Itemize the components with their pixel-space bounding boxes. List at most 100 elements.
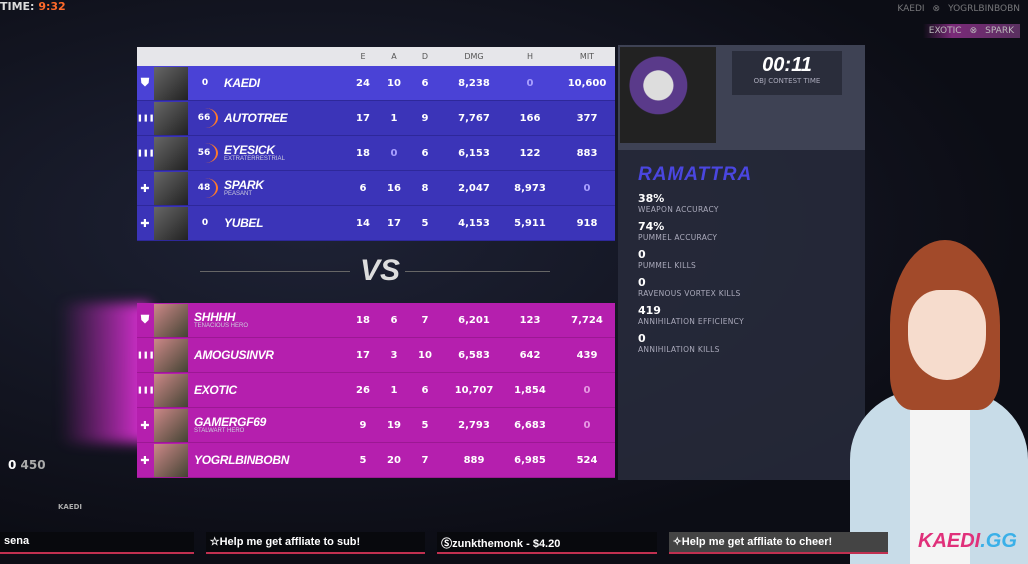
col-e: E	[360, 52, 366, 61]
tank-role-icon: ⛊	[140, 76, 150, 89]
player-name: SHHHH Tenacious Hero	[194, 310, 249, 329]
ticker-item: ☆Help me get affliate to sub!	[205, 532, 426, 554]
stat-a: 19	[387, 419, 401, 431]
timer-value: 00:11	[762, 54, 812, 76]
hero-stat: 419 ANNIHILATION EFFICIENCY	[638, 304, 865, 326]
player-name: GAMERGF69 Stalwart Hero	[194, 415, 266, 434]
stat-e: 18	[356, 314, 370, 326]
hero-avatar	[154, 408, 188, 442]
stat-dmg: 889	[463, 454, 485, 466]
enemy-glow	[60, 303, 150, 443]
stat-mit: 377	[576, 112, 598, 124]
stat-mit: 0	[583, 182, 591, 194]
ticker-item: Ⓢzunkthemonk - $4.20	[437, 532, 657, 554]
player-row[interactable]: ✚ 0 YUBEL 14 17 5 4,153 5,911 918	[137, 206, 615, 241]
stat-mit: 0	[583, 419, 591, 431]
blue-team-scoreboard: E A D DMG H MIT ⛊ 0 KAEDI 24 10 6 8,238 0 10,600…	[137, 47, 615, 241]
player-row[interactable]: ✚ GAMERGF69 Stalwart Hero 9 19 5 2,793 6,683 0	[137, 408, 615, 443]
stat-e: 17	[356, 112, 370, 124]
player-status: 0 450 KAEDI	[8, 458, 83, 511]
stat-dmg: 8,238	[458, 77, 490, 89]
player-row[interactable]: ❚❚❚ EXOTIC 26 1 6 10,707 1,854 0	[137, 373, 615, 408]
col-h: H	[526, 52, 533, 61]
stat-value: 419	[638, 304, 661, 317]
stat-h: 8,973	[514, 182, 546, 194]
stream-ticker: sena ☆Help me get affliate to sub! Ⓢzunk…	[0, 532, 900, 554]
endorsement-level: 48	[192, 178, 218, 198]
col-dmg: DMG	[464, 52, 484, 61]
channel-logo: KAEDI.GG	[918, 530, 1017, 552]
player-row[interactable]: ❚❚❚ AMOGUSINVR 17 3 10 6,583 642 439	[137, 338, 615, 373]
player-name: EXOTIC	[194, 383, 237, 397]
match-time: TIME: 9:32	[0, 0, 66, 13]
stat-value: 0	[638, 248, 646, 261]
hero-stat: 0 ANNIHILATION KILLS	[638, 332, 865, 354]
endorsement-level: 0	[201, 78, 209, 88]
vs-label: VS	[360, 254, 401, 287]
hero-avatar	[154, 136, 188, 170]
damage-role-icon: ❚❚❚	[137, 351, 155, 359]
stat-mit: 0	[583, 384, 591, 396]
stat-h: 166	[519, 112, 541, 124]
obj-contest-timer: 00:11 OBJ CONTEST TIME	[732, 51, 842, 95]
support-role-icon: ✚	[140, 216, 150, 230]
stat-dmg: 4,153	[458, 217, 490, 229]
stat-h: 6,985	[514, 454, 546, 466]
player-row[interactable]: ❚❚❚ 66 AUTOTREE 17 1 9 7,767 166 377	[137, 101, 615, 136]
hero-avatar	[154, 101, 188, 135]
stat-dmg: 6,201	[458, 314, 490, 326]
player-row[interactable]: ✚ 48 SPARK Peasant 6 16 8 2,047 8,973 0	[137, 171, 615, 206]
stat-d: 5	[421, 217, 429, 229]
stat-d: 7	[421, 314, 429, 326]
stat-e: 26	[356, 384, 370, 396]
stat-dmg: 2,047	[458, 182, 490, 194]
support-role-icon: ✚	[140, 453, 150, 467]
hero-portrait	[620, 47, 716, 143]
stat-label: PUMMEL KILLS	[638, 261, 697, 270]
stat-value: 38%	[638, 192, 665, 205]
stat-a: 10	[387, 77, 401, 89]
player-name: YUBEL	[224, 216, 264, 230]
hero-avatar	[154, 373, 188, 407]
hero-stat: 74% PUMMEL ACCURACY	[638, 220, 865, 242]
hero-stat: 38% WEAPON ACCURACY	[638, 192, 865, 214]
stat-a: 16	[387, 182, 401, 194]
player-name: KAEDI	[224, 76, 260, 90]
stat-e: 24	[356, 77, 370, 89]
stat-dmg: 2,793	[458, 419, 490, 431]
player-row[interactable]: ❚❚❚ 56 EYESICK Extraterrestrial 18 0 6 6,153 122…	[137, 136, 615, 171]
damage-role-icon: ❚❚❚	[137, 114, 155, 122]
divider	[200, 271, 350, 272]
timer-label: OBJ CONTEST TIME	[753, 77, 821, 85]
stat-dmg: 6,153	[458, 147, 490, 159]
killfeed-entry: EXOTIC ⊗ SPARK	[922, 24, 1020, 38]
col-d: D	[421, 52, 429, 61]
stat-e: 5	[359, 454, 367, 466]
stat-e: 6	[359, 182, 367, 194]
stat-mit: 7,724	[571, 314, 603, 326]
player-name: YOGRLBINBOBN	[194, 453, 290, 467]
ticker-item: sena	[0, 532, 194, 554]
stat-d: 6	[421, 384, 429, 396]
player-row[interactable]: ✚ YOGRLBINBOBN 5 20 7 889 6,985 524	[137, 443, 615, 478]
player-name: AUTOTREE	[224, 111, 288, 125]
stat-mit: 524	[576, 454, 598, 466]
player-row[interactable]: ⛊ SHHHH Tenacious Hero 18 6 7 6,201 123 7,724	[137, 303, 615, 338]
stat-a: 17	[387, 217, 401, 229]
support-role-icon: ✚	[140, 418, 150, 432]
hero-avatar	[154, 303, 188, 337]
vtuber-avatar	[850, 240, 1028, 564]
stat-e: 18	[356, 147, 370, 159]
damage-role-icon: ❚❚❚	[137, 386, 155, 394]
stat-mit: 883	[576, 147, 598, 159]
stat-e: 17	[356, 349, 370, 361]
hero-stat: 0 PUMMEL KILLS	[638, 248, 865, 270]
player-row[interactable]: ⛊ 0 KAEDI 24 10 6 8,238 0 10,600	[137, 66, 615, 101]
stat-d: 5	[421, 419, 429, 431]
player-name: SPARK Peasant	[224, 178, 264, 197]
hero-avatar	[154, 206, 188, 240]
stat-e: 14	[356, 217, 370, 229]
player-name: AMOGUSINVR	[194, 348, 274, 362]
endorsement-level: 0	[201, 218, 209, 228]
tank-role-icon: ⛊	[140, 313, 150, 326]
